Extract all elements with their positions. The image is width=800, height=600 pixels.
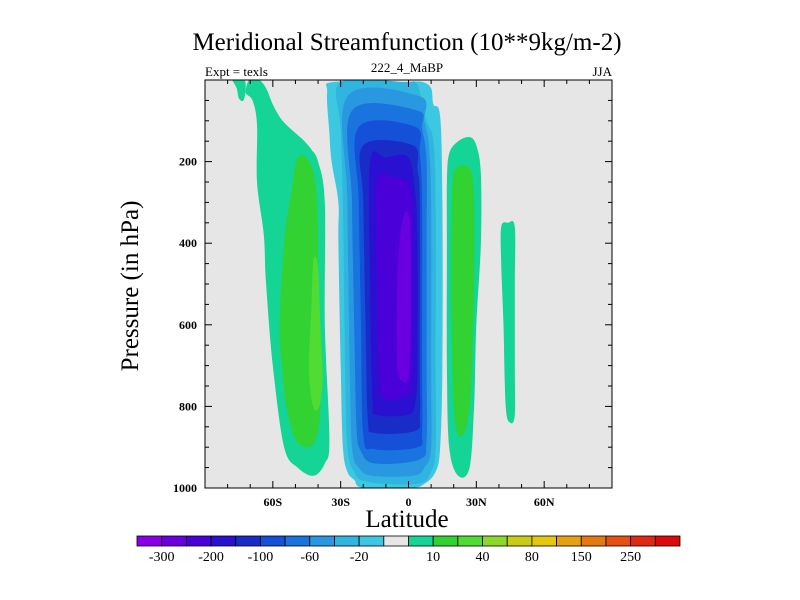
colorbar-swatch [531,535,557,547]
y-tick-label: 1000 [173,481,197,495]
x-tick-label: 0 [406,495,412,509]
left-string: Expt = texls [205,64,268,79]
colorbar-label: -60 [300,550,319,565]
center-string: 222_4_MaBP [371,60,443,75]
colorbar-label: -20 [350,550,369,565]
x-axis-label: Latitude [365,506,448,533]
colorbar-swatch [580,535,607,547]
y-axis-label: Pressure (in hPa) [117,201,144,372]
colorbar-swatch [284,535,311,547]
colorbar-label: 250 [620,550,641,565]
y-tick-label: 600 [179,318,197,332]
contour-fills [232,80,516,488]
colorbar-swatch [136,535,163,547]
colorbar-swatch [482,535,508,547]
colorbar-swatch [630,535,656,547]
colorbar-label: 10 [426,550,440,565]
contour-fill-level-10 [500,220,516,424]
colorbar-swatch [457,535,483,547]
right-string: JJA [592,64,612,79]
colorbar-label: -200 [198,550,224,565]
y-tick-label: 200 [179,155,197,169]
y-axis-ticks: 200 400 600 800 1000 [173,79,612,495]
contour-fill-level-neg250 [396,211,412,383]
colorbar-swatch [185,535,212,547]
x-tick-label: 60N [534,495,555,509]
colorbar-swatch [383,535,409,547]
colorbar-swatch [260,535,286,547]
x-tick-label: 30N [466,495,487,509]
x-tick-label: 30S [331,495,350,509]
x-tick-label: 60S [263,495,282,509]
colorbar [136,535,681,547]
colorbar-swatch [654,535,681,547]
contour-fill-level-20 [451,165,475,437]
colorbar-label: 80 [525,550,539,565]
colorbar-swatch [334,535,360,547]
contour-fill-level-10 [232,80,246,102]
colorbar-label: -100 [248,550,274,565]
colorbar-swatch [432,535,459,547]
colorbar-swatch [556,535,582,547]
colorbar-swatch [309,535,335,547]
y-tick-label: 800 [179,399,197,413]
colorbar-label: 150 [571,550,592,565]
colorbar-label: -300 [149,550,175,565]
y-tick-label: 400 [179,236,197,250]
colorbar-swatch [161,535,187,547]
colorbar-swatch [506,535,533,547]
colorbar-labels: -300 -200 -100 -60 -20 10 40 80 150 250 [149,550,641,565]
contour-fill-level-30 [309,256,323,411]
chart-title: Meridional Streamfunction (10**9kg/m-2) [192,29,621,56]
colorbar-swatch [235,535,261,547]
colorbar-label: 40 [476,550,490,565]
colorbar-swatch [210,535,237,547]
x-axis-ticks: 60S 30S 0 30N 60N [204,80,613,509]
colorbar-swatch [605,535,632,547]
colorbar-swatch [408,535,434,547]
colorbar-swatch [358,535,385,547]
